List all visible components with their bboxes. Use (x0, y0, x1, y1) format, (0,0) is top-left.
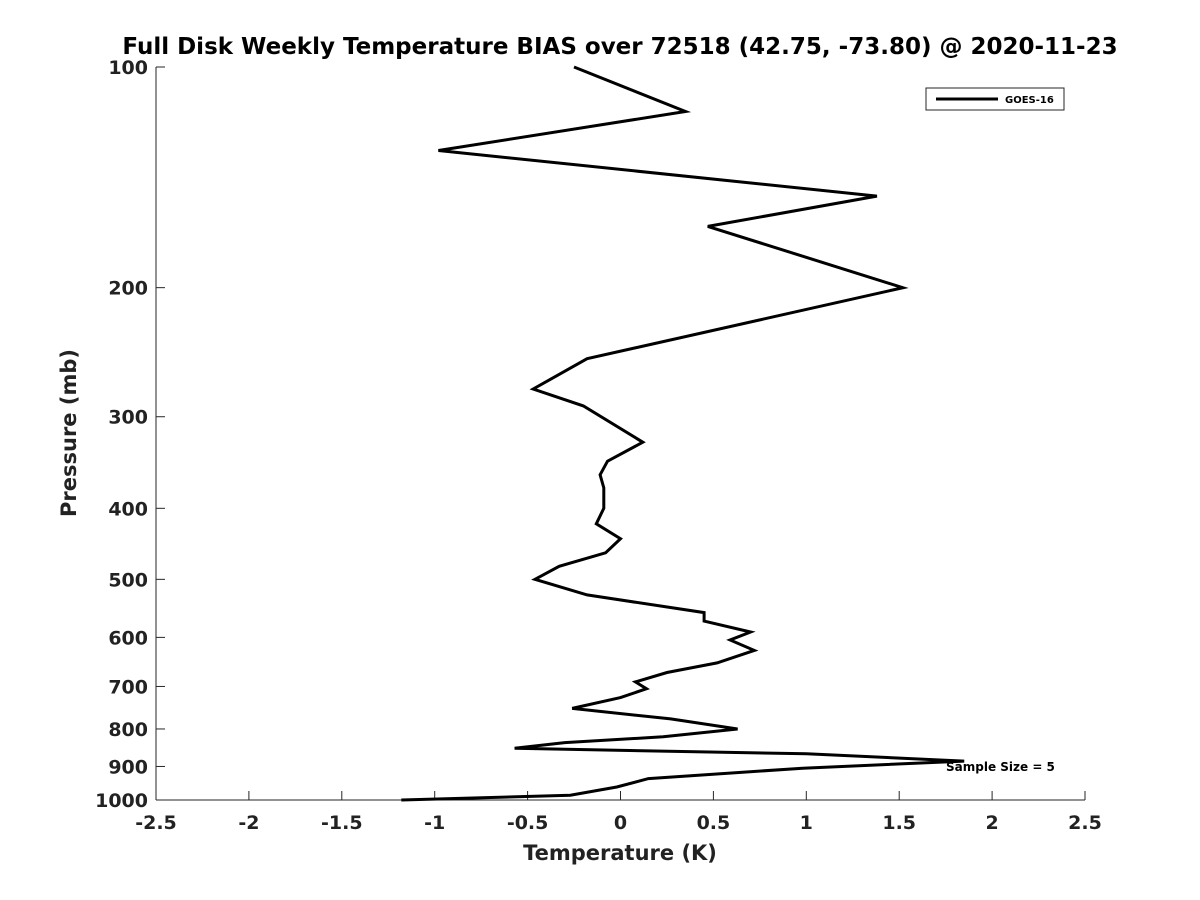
y-axis-title: Pressure (mb) (57, 349, 81, 517)
x-tick-label: -1.5 (321, 812, 363, 834)
y-tick-label: 900 (108, 756, 148, 778)
y-tick-label: 600 (108, 627, 148, 649)
x-tick-label: -2.5 (135, 812, 177, 834)
x-axis-title: Temperature (K) (523, 841, 717, 865)
y-tick-label: 800 (108, 719, 148, 741)
plot-area (156, 67, 1085, 800)
series-layer (401, 65, 965, 802)
legend-label-goes-16: GOES-16 (1005, 95, 1054, 106)
x-tick-label: 2.5 (1068, 812, 1102, 834)
y-tick-label: 400 (108, 498, 148, 520)
sample-size-annotation: Sample Size = 5 (946, 760, 1055, 774)
x-tick-label: 0 (614, 812, 627, 834)
x-tick-label: -1 (424, 812, 445, 834)
x-tick-label: 0.5 (697, 812, 731, 834)
series-line-goes-16 (401, 65, 965, 802)
y-tick-label: 1000 (95, 790, 148, 812)
legend: GOES-16 (925, 87, 1065, 111)
x-tick-label: 2 (985, 812, 998, 834)
y-tick-label: 500 (108, 569, 148, 591)
y-axis-ticks: 100 200 300 400 500 600 700 800 900 1000 (95, 57, 165, 812)
x-tick-label: 1.5 (882, 812, 916, 834)
y-tick-label: 700 (108, 676, 148, 698)
x-axis-ticks: -2.5 -2 -1.5 -1 -0.5 0 0.5 1 1.5 2 2.5 (135, 791, 1102, 834)
x-tick-label: -0.5 (507, 812, 549, 834)
y-tick-label: 100 (108, 57, 148, 79)
y-tick-label: 300 (108, 407, 148, 429)
x-tick-label: -2 (238, 812, 259, 834)
chart-title: Full Disk Weekly Temperature BIAS over 7… (122, 34, 1117, 60)
y-tick-label: 200 (108, 278, 148, 300)
x-tick-label: 1 (800, 812, 813, 834)
